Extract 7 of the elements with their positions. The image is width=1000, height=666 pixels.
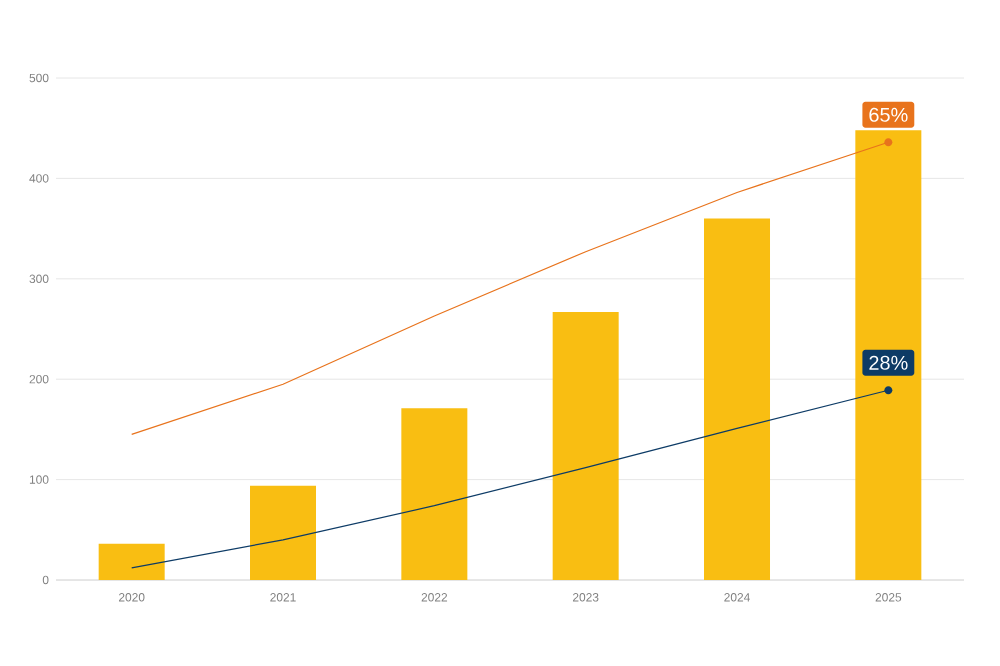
annotation: 28%: [869, 355, 908, 370]
bar: [98, 543, 165, 580]
bar: [401, 408, 468, 580]
bar: [250, 485, 317, 580]
annotation: 65%: [869, 107, 908, 122]
bar: [552, 311, 619, 580]
bar: [704, 218, 771, 580]
